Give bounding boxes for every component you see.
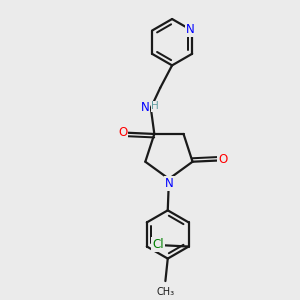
Text: N: N <box>141 101 149 114</box>
Text: CH₃: CH₃ <box>156 287 174 297</box>
Text: Cl: Cl <box>152 238 164 251</box>
Text: O: O <box>218 153 228 167</box>
Text: O: O <box>118 126 127 139</box>
Text: H: H <box>151 101 159 111</box>
Text: N: N <box>165 177 174 190</box>
Text: N: N <box>186 23 195 36</box>
